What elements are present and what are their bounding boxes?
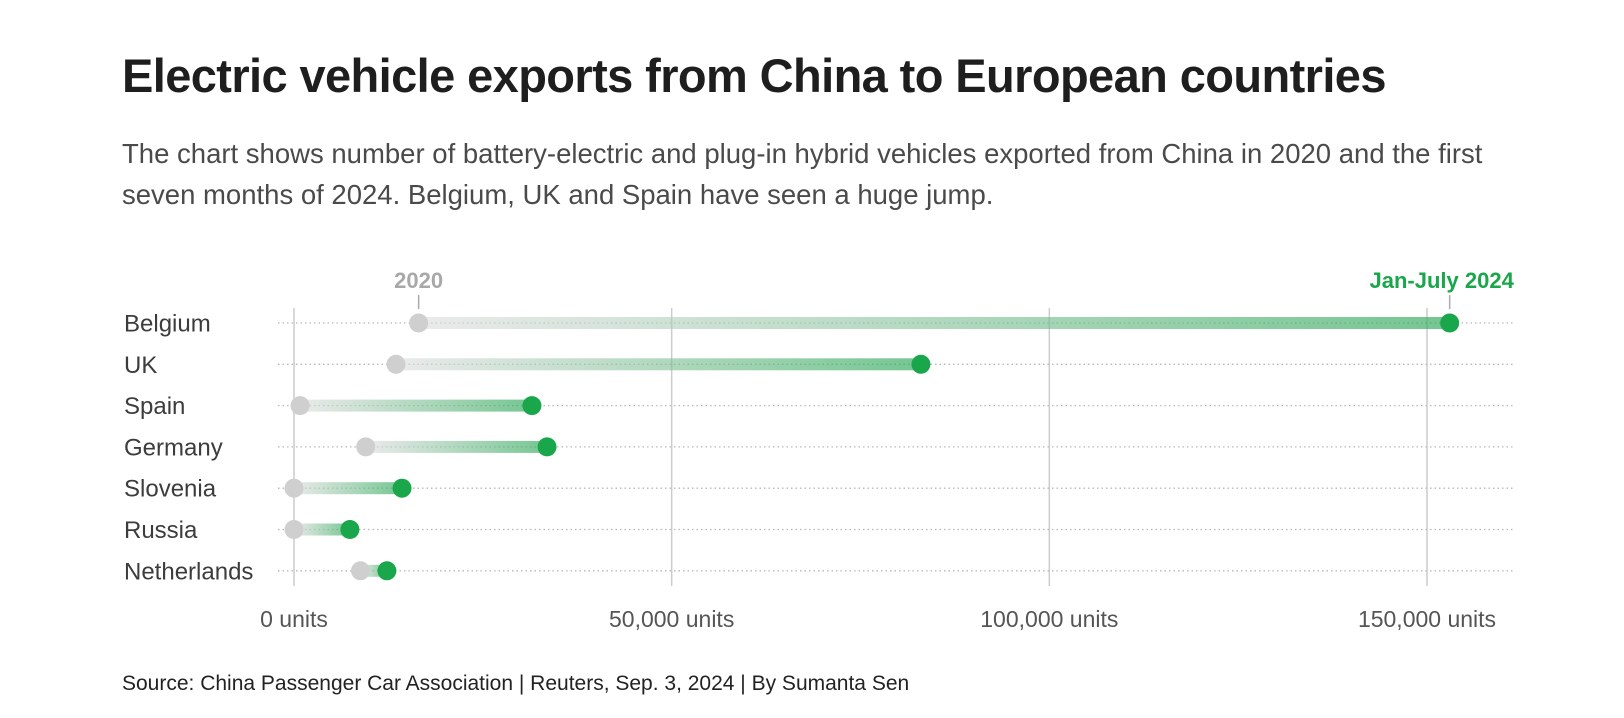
dot-2020: [290, 396, 310, 416]
dot-2020: [386, 354, 406, 374]
source-note: Source: China Passenger Car Association …: [122, 672, 910, 695]
dot-2024: [522, 396, 542, 416]
category-label: Netherlands: [124, 558, 253, 585]
dot-2020: [409, 313, 429, 333]
connector-bar: [365, 440, 548, 453]
x-tick-label: 50,000 units: [609, 606, 734, 632]
dot-2020: [356, 437, 376, 457]
x-tick-label: 100,000 units: [980, 606, 1118, 632]
category-label: Belgium: [124, 311, 211, 338]
dot-2020: [284, 478, 304, 498]
x-tick-label: 0 units: [260, 606, 328, 632]
chart-subtitle: The chart shows number of battery-electr…: [122, 138, 1483, 210]
connector-bar: [395, 358, 921, 371]
dot-2020: [284, 520, 304, 539]
label-layer: 0 units 50,000 units 100,000 units 150,000 …: [124, 268, 1515, 632]
dot-2024: [340, 520, 360, 539]
dumbbell-chart: 0 units 50,000 units 100,000 units 150,000 …: [124, 268, 1515, 632]
chart-title: Electric vehicle exports from China to E…: [122, 49, 1386, 102]
dot-2024: [911, 354, 931, 374]
category-label: Spain: [124, 393, 185, 420]
dot-2024: [377, 561, 397, 581]
dot-2024: [1440, 313, 1460, 333]
bar-layer: [294, 317, 1450, 577]
legend-2024: Jan-July 2024: [1370, 268, 1515, 293]
connector-bar: [294, 482, 403, 495]
dot-layer: [284, 313, 1460, 581]
category-label: Slovenia: [124, 476, 217, 503]
connector-bar: [418, 317, 1450, 329]
connector-bar: [300, 399, 532, 412]
category-label: Germany: [124, 434, 223, 461]
dot-2024: [392, 478, 412, 498]
dot-2020: [350, 561, 370, 581]
legend-2020: 2020: [394, 268, 443, 293]
connector-bar: [294, 523, 350, 536]
dot-2024: [537, 437, 557, 457]
x-tick-label: 150,000 units: [1358, 606, 1496, 632]
category-label: UK: [124, 352, 157, 379]
category-label: Russia: [124, 517, 198, 544]
